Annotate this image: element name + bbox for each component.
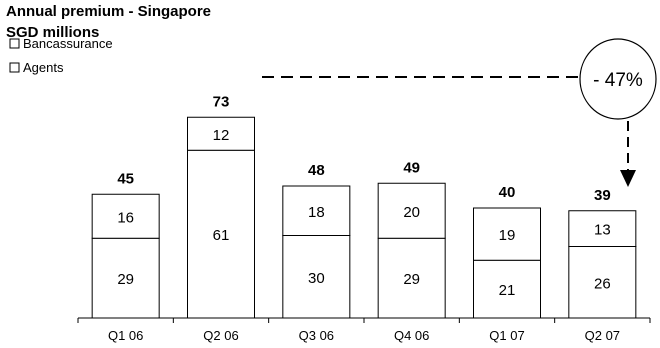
total-label: 48 [308,162,325,179]
bar-segment-agents [91,237,160,319]
callout-label: - 47% [593,70,643,91]
data-label-agents: 29 [117,271,134,288]
x-tick-label: Q3 06 [299,328,334,343]
data-label-bancassurance: 16 [117,209,134,226]
legend-label-bancassurance: Bancassurance [23,36,113,51]
bars: 29 16 45 61 12 73 30 18 48 29 20 49 21 19 40 26 13 39 [91,93,637,319]
total-label: 49 [403,159,420,176]
bar-segment-bancassurance [473,207,541,261]
data-label-bancassurance: 18 [308,204,325,221]
bar-segment-bancassurance [91,193,160,239]
legend-swatch-bancassurance [9,38,20,49]
bar-segment-agents [282,235,351,319]
callout-arrowhead [620,170,636,187]
bar-segment-bancassurance [282,185,351,236]
data-label-bancassurance: 20 [403,204,420,221]
data-label-agents: 26 [594,275,611,292]
decline-callout: - 47% [262,38,657,187]
x-tick-label: Q1 07 [489,328,524,343]
chart-subtitle: SGD millions [6,24,99,41]
bar-segment-agents [187,149,255,319]
chart-title: Annual premium - Singapore [6,3,211,20]
data-label-agents: 30 [308,270,325,287]
x-tick-label: Q4 06 [394,328,429,343]
bar-segment-agents [473,259,541,319]
legend-swatch-agents [9,62,20,73]
bar-segment-agents [377,237,446,319]
total-label: 40 [499,184,516,201]
data-label-bancassurance: 12 [213,127,230,144]
legend: Bancassurance Agents [9,36,113,75]
legend-label-agents: Agents [23,60,64,75]
bar-segment-bancassurance [187,116,255,151]
data-label-bancassurance: 13 [594,222,611,239]
data-label-bancassurance: 19 [499,227,516,244]
bar-segment-bancassurance [377,182,446,239]
x-axis-ticks: Q1 06 Q2 06 Q3 06 Q4 06 Q1 07 Q2 07 [77,318,651,343]
callout-circle [579,38,657,120]
x-tick-label: Q2 07 [585,328,620,343]
x-tick-label: Q1 06 [108,328,143,343]
total-label: 39 [594,187,611,204]
bar-segment-bancassurance [568,210,637,247]
total-label: 73 [213,93,230,110]
data-label-agents: 29 [403,271,420,288]
data-label-agents: 61 [213,227,230,244]
data-label-agents: 21 [499,282,516,299]
total-label: 45 [117,170,134,187]
bar-segment-agents [568,246,637,319]
x-tick-label: Q2 06 [203,328,238,343]
